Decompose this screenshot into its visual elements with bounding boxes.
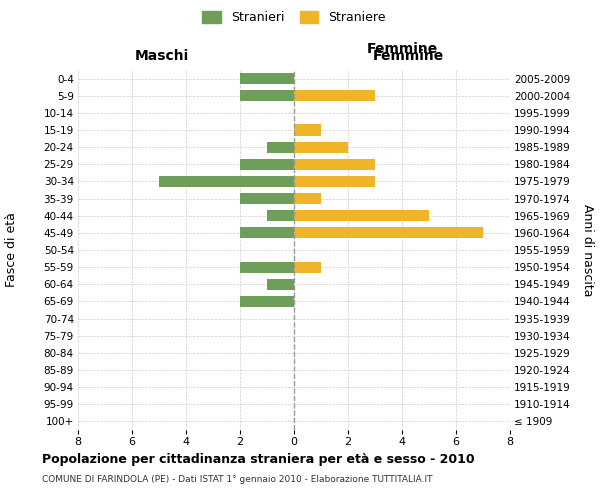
Bar: [240, 90, 294, 102]
Bar: [294, 176, 375, 187]
Bar: [294, 262, 321, 272]
Legend: Stranieri, Straniere: Stranieri, Straniere: [202, 11, 386, 24]
Text: Anni di nascita: Anni di nascita: [581, 204, 595, 296]
Bar: [240, 158, 294, 170]
Bar: [267, 142, 294, 152]
Bar: [240, 228, 294, 238]
Bar: [240, 296, 294, 307]
Bar: [267, 278, 294, 290]
Text: Femmine: Femmine: [367, 42, 437, 56]
Bar: [267, 210, 294, 222]
Text: Fasce di età: Fasce di età: [5, 212, 19, 288]
Bar: [294, 124, 321, 136]
Bar: [294, 193, 321, 204]
Text: Femmine: Femmine: [373, 48, 443, 62]
Bar: [294, 90, 375, 102]
Bar: [294, 142, 348, 152]
Bar: [240, 262, 294, 272]
Bar: [240, 193, 294, 204]
Bar: [240, 73, 294, 84]
Bar: [294, 158, 375, 170]
Bar: [159, 176, 294, 187]
Bar: [294, 228, 483, 238]
Text: Maschi: Maschi: [135, 48, 189, 62]
Text: COMUNE DI FARINDOLA (PE) - Dati ISTAT 1° gennaio 2010 - Elaborazione TUTTITALIA.: COMUNE DI FARINDOLA (PE) - Dati ISTAT 1°…: [42, 476, 433, 484]
Bar: [294, 210, 429, 222]
Text: Popolazione per cittadinanza straniera per età e sesso - 2010: Popolazione per cittadinanza straniera p…: [42, 452, 475, 466]
